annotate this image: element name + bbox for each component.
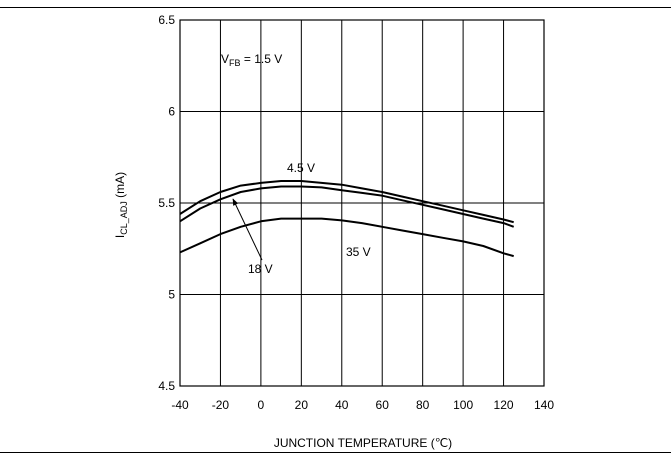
annotation-18v: 18 V xyxy=(248,262,273,276)
y-tick-label: 6.5 xyxy=(158,13,175,27)
x-tick-labels: -40 -20 0 20 40 60 80 100 120 140 xyxy=(171,398,554,412)
plot-border xyxy=(179,19,545,387)
top-border-rule xyxy=(0,7,671,8)
x-tick-label: 80 xyxy=(416,398,430,412)
grid-lines xyxy=(180,20,544,386)
x-tick-label: 100 xyxy=(453,398,473,412)
y-tick-label: 4.5 xyxy=(158,379,175,393)
y-axis-title: ICL_ADJ (mA) xyxy=(113,172,129,238)
y-tick-label: 6 xyxy=(168,105,175,119)
annotation-18v-arrow xyxy=(232,198,263,261)
series-layer xyxy=(179,180,515,258)
series-line-18-v xyxy=(179,185,515,228)
x-tick-label: 120 xyxy=(494,398,514,412)
x-tick-label: 20 xyxy=(295,398,309,412)
y-tick-label: 5.5 xyxy=(158,196,175,210)
x-tick-label: 0 xyxy=(258,398,265,412)
x-tick-label: -20 xyxy=(212,398,230,412)
x-tick-label: 60 xyxy=(376,398,390,412)
annotation-35v: 35 V xyxy=(346,245,371,259)
bottom-border-rule xyxy=(0,452,671,453)
series-line-35-v xyxy=(179,217,514,258)
condition-label: VFB = 1.5 V xyxy=(221,52,282,68)
y-tick-label: 5 xyxy=(168,288,175,302)
x-tick-label: 140 xyxy=(534,398,554,412)
x-tick-label: -40 xyxy=(171,398,189,412)
x-tick-label: 40 xyxy=(335,398,349,412)
y-tick-labels: 4.5 5 5.5 6 6.5 xyxy=(158,13,175,393)
series-line-4-5-v xyxy=(179,180,514,224)
annotation-4-5v: 4.5 V xyxy=(287,161,315,175)
x-axis-title: JUNCTION TEMPERATURE (℃) xyxy=(274,436,452,450)
